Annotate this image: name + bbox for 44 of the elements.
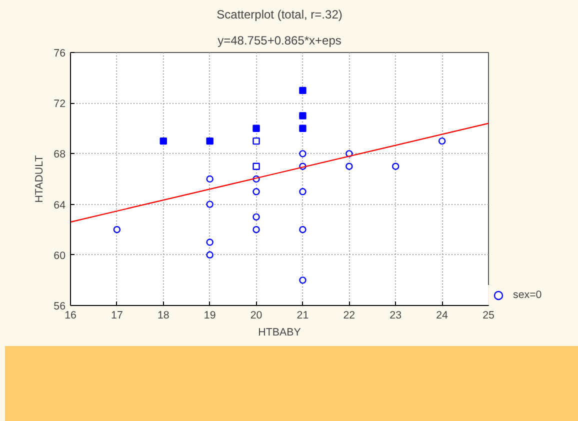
point xyxy=(252,213,260,221)
x-tick-label: 22 xyxy=(343,310,356,322)
chart-subtitle: y=48.755+0.865*x+eps xyxy=(218,34,342,48)
y-tick-label: 60 xyxy=(54,250,66,262)
x-tick-label: 23 xyxy=(390,310,402,322)
point xyxy=(299,86,306,94)
point xyxy=(299,124,306,132)
x-tick-label: 24 xyxy=(436,310,448,322)
point xyxy=(299,188,306,196)
point xyxy=(299,226,306,234)
y-tick-label: 64 xyxy=(54,199,66,212)
y-tick-label: 72 xyxy=(54,98,66,110)
point xyxy=(206,251,214,258)
x-tick-label: 25 xyxy=(482,310,494,322)
point xyxy=(113,226,121,234)
x-axis-title: HTBABY xyxy=(258,326,301,338)
point xyxy=(252,137,260,145)
point xyxy=(346,162,353,170)
point xyxy=(206,200,214,208)
y-tick-label: 76 xyxy=(54,48,66,60)
point xyxy=(299,276,306,284)
y-tick-label: 68 xyxy=(54,148,66,161)
point xyxy=(299,112,306,120)
point xyxy=(160,137,167,145)
x-tick-label: 21 xyxy=(296,310,309,322)
x-tick-label: 19 xyxy=(204,310,216,322)
x-tick-label: 16 xyxy=(64,310,76,322)
y-axis-title: HTADULT xyxy=(34,154,46,203)
point xyxy=(206,175,214,183)
point xyxy=(299,150,306,158)
point xyxy=(206,238,214,246)
legend-label: sex=0 xyxy=(513,289,542,301)
point xyxy=(252,188,260,196)
chart-title: Scatterplot (total, r=.32) xyxy=(216,8,342,22)
point xyxy=(206,137,214,145)
x-tick-label: 17 xyxy=(111,310,123,322)
y-tick-label: 56 xyxy=(54,300,66,312)
point xyxy=(252,124,260,132)
point xyxy=(252,226,260,234)
x-tick-label: 18 xyxy=(157,310,170,322)
point xyxy=(252,162,260,170)
point xyxy=(392,162,400,170)
point xyxy=(438,137,446,145)
x-tick-label: 20 xyxy=(250,310,262,322)
